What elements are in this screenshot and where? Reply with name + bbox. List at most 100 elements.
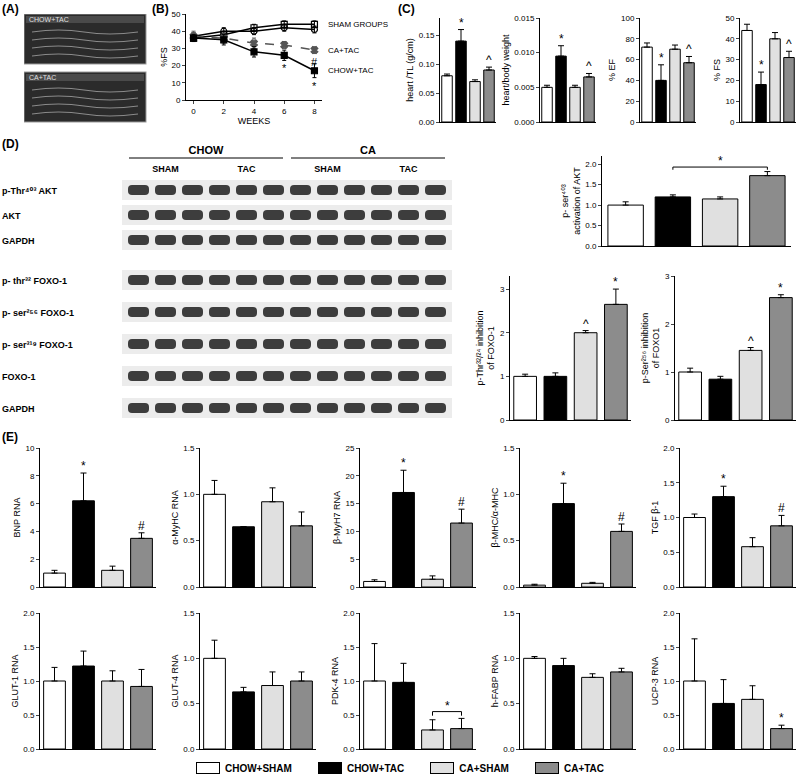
svg-text:0.000: 0.000 — [514, 118, 535, 127]
svg-text:5: 5 — [350, 555, 355, 564]
svg-text:0.5: 0.5 — [183, 699, 195, 708]
svg-text:2.0: 2.0 — [23, 609, 35, 618]
svg-text:#: # — [618, 510, 625, 524]
svg-text:SHAM GROUPS: SHAM GROUPS — [328, 20, 388, 29]
svg-text:1.0: 1.0 — [183, 490, 195, 499]
svg-text:0.15: 0.15 — [419, 31, 435, 40]
svg-text:^: ^ — [748, 334, 754, 348]
svg-text:0.005: 0.005 — [514, 83, 535, 92]
svg-text:% EF: % EF — [607, 59, 617, 82]
svg-text:*: * — [445, 699, 450, 713]
svg-text:CA: CA — [360, 144, 376, 156]
svg-text:10: 10 — [725, 97, 734, 106]
svg-text:0: 0 — [30, 583, 35, 592]
svg-text:GAPDH: GAPDH — [2, 236, 35, 246]
svg-text:100: 100 — [621, 14, 635, 23]
svg-text:GAPDH: GAPDH — [2, 404, 35, 414]
svg-text:2.0: 2.0 — [343, 609, 355, 618]
svg-text:*: * — [81, 459, 86, 473]
svg-text:TGF β-1: TGF β-1 — [650, 501, 660, 535]
svg-text:30: 30 — [725, 55, 734, 64]
svg-text:1.5: 1.5 — [23, 643, 35, 652]
svg-text:0.5: 0.5 — [585, 221, 597, 230]
svg-text:^: ^ — [786, 37, 792, 51]
svg-text:50: 50 — [171, 10, 180, 19]
svg-text:15: 15 — [345, 499, 354, 508]
svg-text:%FS: %FS — [159, 47, 169, 67]
svg-text:% FS: % FS — [712, 59, 722, 81]
svg-text:1.0: 1.0 — [585, 201, 597, 210]
svg-text:CA+TAC: CA+TAC — [29, 74, 56, 81]
svg-text:p- thr³² FOXO-1: p- thr³² FOXO-1 — [2, 276, 67, 286]
svg-text:1.0: 1.0 — [23, 677, 35, 686]
svg-text:^: ^ — [586, 59, 592, 73]
svg-text:α-MyHC RNA: α-MyHC RNA — [170, 490, 180, 545]
svg-text:*: * — [282, 62, 287, 74]
svg-text:p-Ser²⁵⁶ inhibitionof FOXO1: p-Ser²⁵⁶ inhibitionof FOXO1 — [640, 313, 662, 383]
svg-text:#: # — [311, 56, 318, 68]
svg-text:0.5: 0.5 — [343, 711, 355, 720]
svg-text:0.05: 0.05 — [419, 89, 435, 98]
svg-text:0: 0 — [630, 118, 635, 127]
svg-text:CA+TAC: CA+TAC — [328, 46, 359, 55]
svg-text:0.010: 0.010 — [514, 48, 535, 57]
svg-text:10: 10 — [345, 527, 354, 536]
svg-text:6: 6 — [282, 107, 287, 116]
svg-text:WEEKS: WEEKS — [238, 116, 271, 126]
svg-text:^: ^ — [686, 42, 692, 56]
svg-text:0.0: 0.0 — [503, 745, 515, 754]
svg-text:1.5: 1.5 — [343, 643, 355, 652]
svg-text:TAC: TAC — [400, 164, 418, 174]
svg-text:10: 10 — [171, 79, 180, 88]
svg-text:UCP-3 RNA: UCP-3 RNA — [650, 657, 660, 706]
svg-text:0: 0 — [176, 96, 181, 105]
svg-text:4: 4 — [30, 527, 35, 536]
svg-text:25: 25 — [345, 444, 354, 453]
svg-text:40: 40 — [171, 27, 180, 36]
svg-text:3: 3 — [500, 285, 505, 294]
svg-text:2: 2 — [30, 555, 35, 564]
svg-text:20: 20 — [345, 472, 354, 481]
svg-text:*: * — [312, 80, 317, 92]
svg-text:2: 2 — [665, 320, 670, 329]
svg-text:PDK-4 RNA: PDK-4 RNA — [330, 657, 340, 705]
svg-text:1.5: 1.5 — [663, 643, 675, 652]
svg-text:2.0: 2.0 — [585, 160, 597, 169]
svg-text:2.0: 2.0 — [663, 609, 675, 618]
svg-text:*: * — [659, 51, 664, 65]
svg-text:*: * — [559, 32, 564, 46]
svg-text:SHAM: SHAM — [152, 164, 179, 174]
svg-text:0.0: 0.0 — [585, 242, 597, 251]
svg-text:3: 3 — [665, 272, 670, 281]
svg-text:2: 2 — [222, 107, 227, 116]
svg-text:0.5: 0.5 — [663, 711, 675, 720]
svg-text:0.0: 0.0 — [503, 583, 515, 592]
svg-text:1.5: 1.5 — [663, 479, 675, 488]
svg-text:0: 0 — [500, 416, 505, 425]
svg-text:β-MHC/α-MHC: β-MHC/α-MHC — [490, 487, 500, 547]
svg-text:1: 1 — [500, 372, 505, 381]
svg-text:0.00: 0.00 — [419, 118, 435, 127]
svg-text:8: 8 — [30, 472, 35, 481]
svg-text:CHOW+TAC: CHOW+TAC — [29, 16, 69, 23]
svg-text:4: 4 — [252, 107, 257, 116]
svg-text:*: * — [779, 711, 784, 725]
svg-text:p- ser³¹⁹ FOXO-1: p- ser³¹⁹ FOXO-1 — [2, 340, 73, 350]
svg-text:h-FABP RNA: h-FABP RNA — [490, 655, 500, 707]
svg-text:0: 0 — [730, 118, 735, 127]
svg-text:1.0: 1.0 — [503, 654, 515, 663]
svg-text:^: ^ — [486, 53, 492, 67]
svg-text:CHOW: CHOW — [189, 144, 224, 156]
svg-text:BNP RNA: BNP RNA — [12, 498, 22, 538]
svg-text:GLUT-4 RNA: GLUT-4 RNA — [170, 654, 180, 707]
svg-text:β-MyH7 RNA: β-MyH7 RNA — [332, 491, 342, 544]
svg-text:1.5: 1.5 — [503, 609, 515, 618]
svg-text:0: 0 — [191, 107, 196, 116]
svg-text:*: * — [718, 154, 723, 168]
svg-text:0.0: 0.0 — [663, 745, 675, 754]
svg-text:0.5: 0.5 — [23, 711, 35, 720]
svg-text:1: 1 — [665, 368, 670, 377]
svg-text:^: ^ — [583, 317, 589, 331]
svg-text:p-Thr³²/²⁴ inhibitionof FOXO-1: p-Thr³²/²⁴ inhibitionof FOXO-1 — [475, 311, 497, 386]
svg-text:30: 30 — [171, 44, 180, 53]
